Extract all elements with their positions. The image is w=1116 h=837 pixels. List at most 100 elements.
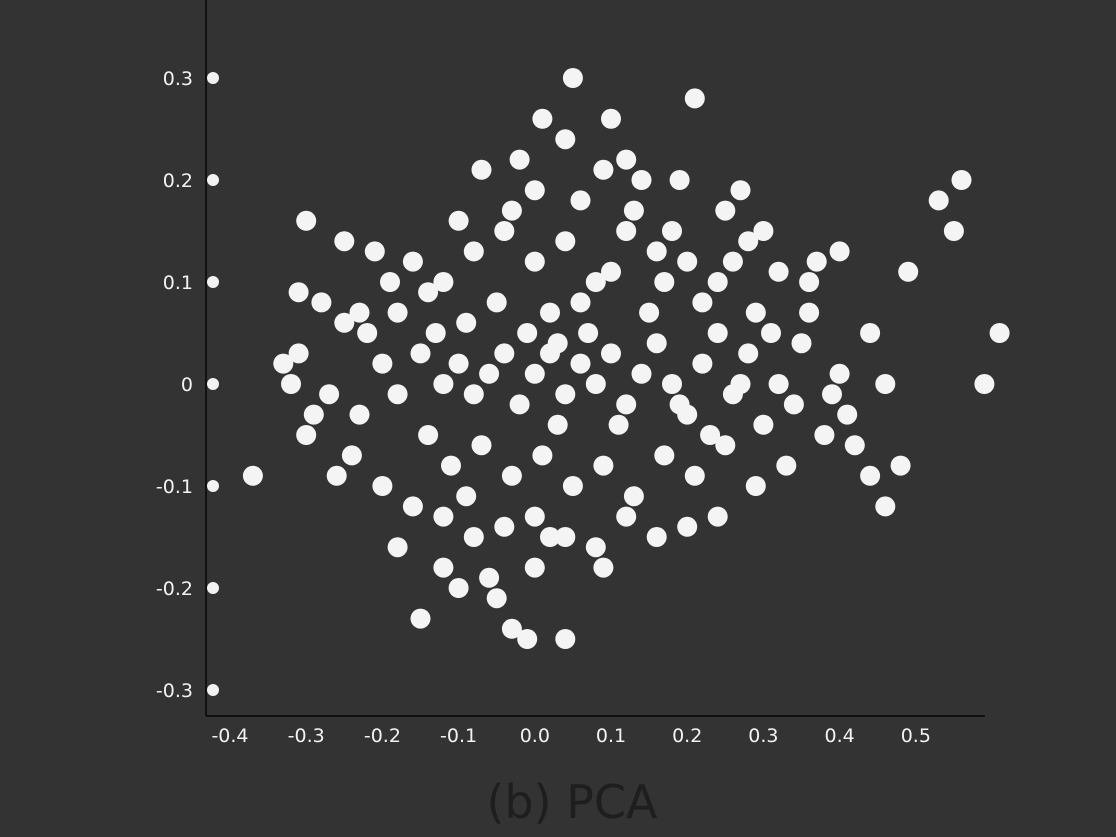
scatter-point xyxy=(334,231,355,252)
y-tick-label: 0.1 xyxy=(163,272,193,294)
scatter-point xyxy=(555,231,576,252)
scatter-point xyxy=(707,323,728,343)
scatter-point xyxy=(387,537,408,558)
scatter-point xyxy=(806,251,827,272)
scatter-point xyxy=(608,414,629,435)
scatter-point xyxy=(783,394,804,415)
scatter-point xyxy=(860,323,881,343)
scatter-point xyxy=(486,588,507,609)
scatter-point xyxy=(555,384,576,405)
scatter-point xyxy=(631,170,652,190)
scatter-point xyxy=(829,241,850,262)
scatter-point xyxy=(646,527,667,547)
scatter-point xyxy=(837,404,858,425)
scatter-point xyxy=(349,302,370,323)
scatter-point xyxy=(669,170,690,190)
scatter-point xyxy=(555,129,576,150)
scatter-point xyxy=(692,292,713,313)
scatter-point xyxy=(326,465,347,486)
scatter-point xyxy=(738,343,759,364)
scatter-point xyxy=(601,261,621,282)
scatter-point xyxy=(273,353,294,374)
scatter-point xyxy=(738,231,759,252)
scatter-point xyxy=(456,312,477,333)
x-tick-label: 0.5 xyxy=(901,725,931,747)
scatter-point xyxy=(623,486,644,507)
scatter-point xyxy=(471,159,492,180)
x-tick-labels: -0.4 -0.3 -0.2 -0.1 0.0 0.1 0.2 0.3 0.4 0.5 xyxy=(211,725,930,747)
scatter-point xyxy=(677,516,698,537)
scatter-point xyxy=(601,108,621,129)
scatter-point xyxy=(745,302,766,323)
y-tick-label: -0.2 xyxy=(156,578,193,600)
scatter-point xyxy=(532,108,553,129)
scatter-point xyxy=(761,323,781,343)
scatter-point xyxy=(387,384,408,405)
scatter-point xyxy=(372,476,393,496)
scatter-point xyxy=(844,435,865,456)
scatter-point xyxy=(875,374,896,394)
scatter-point xyxy=(593,159,614,180)
scatter-point xyxy=(509,149,530,170)
scatter-point xyxy=(524,557,545,578)
scatter-point xyxy=(890,455,911,476)
scatter-point xyxy=(380,272,400,292)
scatter-point xyxy=(433,374,454,394)
scatter-point xyxy=(753,414,774,435)
scatter-point xyxy=(639,302,660,323)
scatter-point xyxy=(524,251,545,272)
scatter-point xyxy=(463,384,484,405)
scatter-point xyxy=(463,241,484,262)
scatter-point xyxy=(364,241,385,262)
scatter-point xyxy=(433,272,454,292)
scatter-point xyxy=(989,323,1010,343)
scatter-point xyxy=(601,343,621,364)
x-tick-label: -0.2 xyxy=(364,725,401,747)
scatter-point xyxy=(776,455,797,476)
y-tick-labels: 0.3 0.2 0.1 0 -0.1 -0.2 -0.3 xyxy=(156,68,219,702)
scatter-point xyxy=(547,414,568,435)
scatter-point xyxy=(593,557,614,578)
x-tick-label: -0.3 xyxy=(288,725,325,747)
scatter-point xyxy=(288,343,309,364)
scatter-point xyxy=(303,404,324,425)
scatter-point xyxy=(296,425,317,445)
scatter-point xyxy=(433,557,454,578)
scatter-point xyxy=(616,506,637,527)
scatter-point xyxy=(585,537,606,558)
scatter-point xyxy=(654,272,675,292)
scatter-point xyxy=(707,272,728,292)
scatter-point xyxy=(288,282,309,303)
scatter-point xyxy=(334,312,355,333)
y-tick-mark xyxy=(207,582,219,594)
scatter-point xyxy=(730,180,751,201)
scatter-point xyxy=(791,333,812,354)
scatter-point xyxy=(730,374,751,394)
scatter-point xyxy=(524,180,545,201)
scatter-point xyxy=(585,374,606,394)
scatter-point xyxy=(616,394,637,415)
scatter-point xyxy=(700,425,721,445)
scatter-point xyxy=(616,149,637,170)
scatter-point xyxy=(669,394,690,415)
scatter-point xyxy=(402,251,423,272)
y-tick-mark xyxy=(207,174,219,186)
scatter-point xyxy=(753,221,774,241)
scatter-point xyxy=(524,363,545,384)
scatter-point xyxy=(387,302,408,323)
scatter-point xyxy=(501,618,522,639)
scatter-point xyxy=(562,476,583,496)
scatter-point xyxy=(570,353,591,374)
scatter-point xyxy=(570,292,591,313)
scatter-point xyxy=(684,88,705,109)
x-tick-label: 0.0 xyxy=(520,725,550,747)
scatter-point xyxy=(402,496,423,517)
scatter-point xyxy=(722,251,743,272)
scatter-point xyxy=(654,445,675,466)
scatter-point xyxy=(585,272,606,292)
scatter-point xyxy=(471,435,492,456)
scatter-point xyxy=(540,302,560,323)
scatter-point xyxy=(357,323,378,343)
scatter-point xyxy=(479,363,500,384)
